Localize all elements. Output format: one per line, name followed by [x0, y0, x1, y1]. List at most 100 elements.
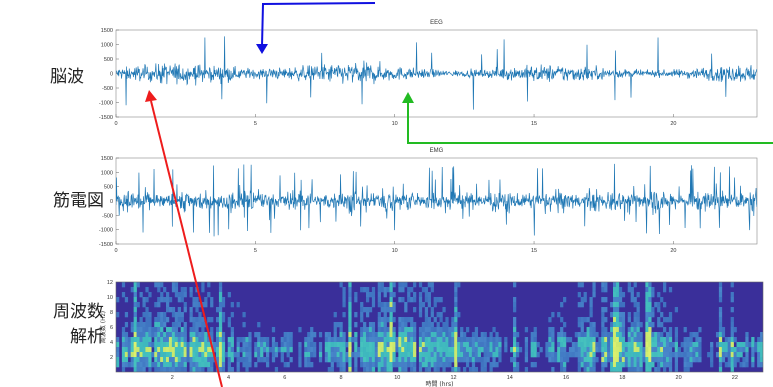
spectrogram-cell: [157, 362, 161, 368]
spectrogram-cell: [451, 332, 455, 338]
spectrogram-cell: [665, 352, 670, 358]
spectrogram-cell: [160, 312, 164, 318]
spectrogram-cell: [730, 327, 734, 333]
spectrogram-cell: [615, 347, 620, 353]
spectrogram-cell: [418, 347, 423, 353]
spectrogram-cell: [510, 347, 514, 353]
spectrogram-cell: [692, 352, 696, 358]
spectrogram-cell: [348, 347, 352, 353]
spectrogram-cell: [154, 367, 158, 372]
spectrogram-cell: [436, 312, 440, 318]
spectrogram-cell: [648, 367, 652, 372]
spectrogram-cell: [665, 332, 670, 338]
spectrogram-cell: [389, 322, 393, 328]
spectrogram-cell: [145, 337, 149, 343]
spectrogram-cell: [715, 352, 720, 358]
spectrogram-cell: [565, 357, 570, 363]
spectrogram-cell: [136, 362, 140, 368]
spectrogram-cell: [410, 317, 414, 323]
spectrogram-cell: [424, 357, 429, 363]
spectrogram-cell: [589, 322, 593, 328]
spectrogram-cell: [680, 342, 684, 348]
spectrogram-cell: [139, 322, 143, 328]
spectrogram-cell: [477, 347, 481, 353]
spectrogram-cell: [724, 337, 729, 343]
spectrogram-cell: [630, 362, 634, 368]
spectrogram-cell: [242, 322, 246, 328]
spectrogram-cell: [410, 362, 414, 368]
spectrogram-cell: [483, 362, 487, 368]
spectrogram-cell: [374, 357, 379, 363]
spectrogram-cell: [218, 362, 223, 368]
spectrogram-cell: [368, 322, 373, 328]
spectrogram-cell: [371, 347, 376, 353]
spectrogram-cell: [636, 362, 640, 368]
spectrogram-cell: [371, 362, 376, 368]
spectrogram-cell: [265, 342, 270, 348]
spectrogram-cell: [207, 357, 211, 363]
spectrogram-cell: [448, 347, 452, 353]
spectrogram-cell: [204, 357, 208, 363]
spectrogram-cell: [513, 307, 517, 313]
spectrogram-cell: [513, 362, 517, 368]
spectrogram-cell: [401, 357, 405, 363]
spectrogram-cell: [198, 317, 202, 323]
spectrogram-cell: [348, 307, 352, 313]
spectrogram-cell: [483, 337, 487, 343]
spectrogram-cell: [433, 367, 437, 372]
spectrogram-cell: [148, 357, 152, 363]
spectrogram-cell: [121, 342, 126, 348]
spectrogram-cell: [665, 357, 670, 363]
spectrogram-cell: [265, 347, 270, 353]
spectrogram-cell: [418, 357, 423, 363]
spectrogram-cell: [280, 337, 284, 343]
spectrogram-cell: [336, 357, 340, 363]
spectrogram-cell: [689, 347, 693, 353]
spectrogram-cell: [380, 347, 384, 353]
spectrogram-cell: [383, 357, 387, 363]
spectrogram-cell: [413, 332, 417, 338]
spectrogram-cell: [674, 352, 679, 358]
spectrogram-cell: [227, 337, 231, 343]
spectrogram-cell: [142, 332, 146, 338]
spectrogram-cell: [174, 332, 179, 338]
spectrogram-cell: [468, 352, 473, 358]
spectrogram-cell: [624, 347, 629, 353]
spectrogram-cell: [351, 337, 355, 343]
spectrogram-cell: [604, 327, 608, 333]
spectrogram-cell: [633, 352, 637, 358]
spectrogram-cell: [265, 357, 270, 363]
spectrogram-cell: [557, 337, 561, 343]
spectrogram-cell: [492, 352, 496, 358]
spectrogram-cell: [436, 362, 440, 368]
spectrogram-cell: [568, 337, 573, 343]
spectrogram-cell: [168, 307, 173, 313]
spectrogram-cell: [468, 357, 473, 363]
spectrogram-cell: [157, 287, 161, 293]
spectrogram-cell: [589, 357, 593, 363]
spectrogram-cell: [413, 322, 417, 328]
emg-ytick-label: -1500: [99, 242, 113, 248]
spectrogram-cell: [577, 282, 581, 288]
spectrogram-cell: [686, 337, 690, 343]
spectrogram-cell: [171, 342, 176, 348]
spectrogram-cell: [318, 332, 323, 338]
spectrogram-cell: [533, 362, 537, 368]
spectrogram-cell: [336, 337, 340, 343]
spectrogram-cell: [751, 362, 755, 368]
spectrogram-cell: [448, 342, 452, 348]
spectrogram-cell: [230, 337, 234, 343]
spectrogram-cell: [339, 347, 343, 353]
spectrogram-cell: [218, 337, 223, 343]
spectrogram-cell: [230, 347, 234, 353]
spectrogram-cell: [392, 327, 396, 333]
spectrogram-cell: [645, 307, 649, 313]
spectrogram-cell: [733, 327, 737, 333]
spectrogram-cell: [136, 282, 140, 288]
spectrogram-cell: [524, 327, 529, 333]
spectrogram-cell: [198, 347, 202, 353]
spectrogram-cell: [286, 362, 290, 368]
spectrogram-cell: [218, 342, 223, 348]
spectrogram-cell: [489, 367, 493, 372]
spectrogram-cell: [651, 332, 655, 338]
